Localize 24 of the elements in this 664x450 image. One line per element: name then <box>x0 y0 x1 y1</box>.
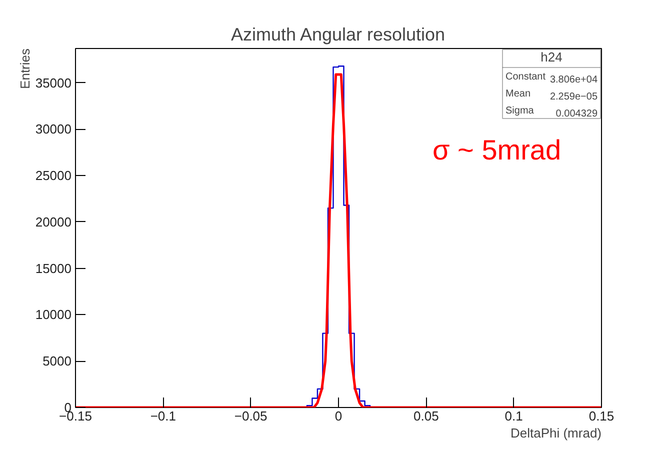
annotation: 0.004329 <box>556 108 598 120</box>
chart-title: Azimuth Angular resolution <box>230 24 446 44</box>
x-tick-label: −0.1 <box>150 408 176 424</box>
y-axis-title: Entries <box>18 48 32 89</box>
annotation: Constant <box>506 72 546 82</box>
y-tick-label: 15000 <box>35 260 72 276</box>
y-tick-label: 20000 <box>35 214 72 230</box>
x-axis-title: DeltaPhi (mrad) <box>510 426 602 440</box>
x-tick-label: 0.05 <box>414 408 439 424</box>
annotation: Mean <box>506 88 531 100</box>
x-tick-label: 0.1 <box>504 408 523 424</box>
x-tick-label: −0.05 <box>234 408 268 424</box>
y-tick-label: 30000 <box>35 122 72 137</box>
y-tick-label: 10000 <box>35 307 72 322</box>
annotation: σ ~ 5mrad <box>432 134 562 166</box>
x-tick-label: 0.15 <box>588 408 614 424</box>
x-tick-label: 0 <box>334 408 342 424</box>
y-tick-label: 25000 <box>35 168 72 184</box>
annotation: 3.806e+04 <box>550 74 598 86</box>
y-tick-label: 35000 <box>35 75 72 90</box>
annotation: 2.259e−05 <box>550 92 598 102</box>
annotation: h24 <box>540 50 562 64</box>
annotation: Sigma <box>506 106 534 116</box>
y-tick-label: 5000 <box>42 354 72 369</box>
